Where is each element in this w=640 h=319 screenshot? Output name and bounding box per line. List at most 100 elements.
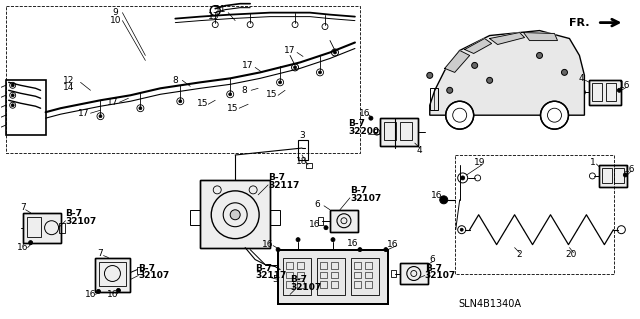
- Circle shape: [11, 94, 14, 97]
- Text: B-7: B-7: [65, 209, 83, 218]
- Bar: [365, 262, 372, 269]
- Text: B-7: B-7: [255, 263, 272, 272]
- Bar: [59, 223, 65, 233]
- Circle shape: [331, 238, 335, 241]
- Circle shape: [179, 100, 182, 103]
- Bar: [283, 257, 311, 295]
- Circle shape: [541, 101, 568, 129]
- Circle shape: [11, 84, 14, 87]
- Text: 32107: 32107: [290, 283, 321, 293]
- Bar: [318, 217, 323, 225]
- Bar: [354, 271, 361, 278]
- Text: 16: 16: [623, 166, 635, 174]
- Text: 32117: 32117: [255, 271, 287, 280]
- Circle shape: [445, 101, 474, 129]
- Text: 7: 7: [20, 203, 26, 212]
- Bar: [391, 270, 396, 278]
- Text: 2: 2: [516, 250, 522, 259]
- Text: 15: 15: [227, 104, 239, 113]
- Circle shape: [440, 196, 448, 204]
- Text: 19: 19: [474, 159, 485, 167]
- Bar: [6, 80, 45, 135]
- Circle shape: [358, 248, 362, 252]
- Text: 16: 16: [84, 290, 96, 299]
- Text: 18: 18: [296, 158, 308, 167]
- Bar: [384, 122, 396, 140]
- Bar: [430, 88, 438, 110]
- Circle shape: [11, 104, 14, 107]
- Text: 32107: 32107: [138, 271, 170, 280]
- Circle shape: [276, 248, 280, 252]
- Text: 32107: 32107: [425, 271, 456, 280]
- Text: B-7: B-7: [350, 186, 367, 195]
- Text: 16: 16: [387, 240, 399, 249]
- Bar: [297, 281, 304, 288]
- Bar: [286, 262, 293, 269]
- Bar: [297, 271, 304, 278]
- Circle shape: [230, 210, 240, 220]
- Circle shape: [486, 78, 493, 83]
- Bar: [278, 268, 286, 273]
- Bar: [286, 281, 293, 288]
- Bar: [317, 257, 345, 295]
- Circle shape: [427, 72, 433, 78]
- Bar: [278, 249, 388, 304]
- Bar: [331, 281, 338, 288]
- Circle shape: [228, 93, 232, 96]
- Text: B-7: B-7: [138, 263, 156, 272]
- Bar: [330, 210, 358, 232]
- Circle shape: [561, 70, 568, 75]
- Bar: [286, 271, 293, 278]
- Circle shape: [447, 87, 452, 93]
- Bar: [95, 257, 131, 293]
- Bar: [27, 217, 40, 237]
- Text: 16: 16: [262, 240, 274, 249]
- Text: B-7: B-7: [348, 119, 365, 128]
- Polygon shape: [445, 50, 470, 72]
- Text: 5: 5: [272, 275, 278, 284]
- Text: 16: 16: [308, 220, 320, 229]
- Text: 15: 15: [266, 90, 278, 99]
- Bar: [331, 262, 338, 269]
- Text: 9: 9: [113, 8, 118, 17]
- Bar: [22, 213, 61, 243]
- Bar: [95, 257, 131, 293]
- Bar: [306, 163, 312, 168]
- Text: B-7: B-7: [290, 275, 307, 285]
- Polygon shape: [524, 33, 557, 41]
- Text: 32117: 32117: [268, 181, 300, 190]
- Bar: [330, 210, 358, 232]
- Text: 10: 10: [109, 16, 121, 25]
- Bar: [200, 180, 270, 248]
- Circle shape: [29, 241, 33, 245]
- Text: 12: 12: [63, 76, 74, 85]
- Bar: [354, 262, 361, 269]
- Bar: [270, 210, 280, 225]
- Circle shape: [319, 71, 321, 74]
- Text: 16: 16: [359, 109, 371, 118]
- Text: 32200: 32200: [348, 127, 379, 136]
- Bar: [593, 83, 602, 101]
- Circle shape: [461, 176, 465, 180]
- Text: 17: 17: [78, 109, 89, 118]
- Text: 17: 17: [107, 98, 118, 107]
- Bar: [22, 213, 61, 243]
- Text: 11: 11: [214, 5, 226, 14]
- Text: B-7: B-7: [268, 173, 285, 182]
- Text: 6: 6: [429, 255, 435, 264]
- Circle shape: [472, 63, 477, 68]
- Bar: [589, 80, 621, 105]
- Text: 8: 8: [172, 76, 178, 85]
- Bar: [614, 168, 625, 183]
- Bar: [297, 262, 304, 269]
- Bar: [6, 6, 360, 153]
- Bar: [600, 165, 627, 187]
- Bar: [380, 118, 418, 146]
- Text: 16: 16: [347, 239, 358, 248]
- Text: 14: 14: [63, 83, 74, 92]
- Bar: [351, 257, 379, 295]
- Bar: [320, 262, 327, 269]
- Bar: [606, 83, 616, 101]
- Text: 16: 16: [107, 290, 118, 299]
- Bar: [454, 155, 614, 274]
